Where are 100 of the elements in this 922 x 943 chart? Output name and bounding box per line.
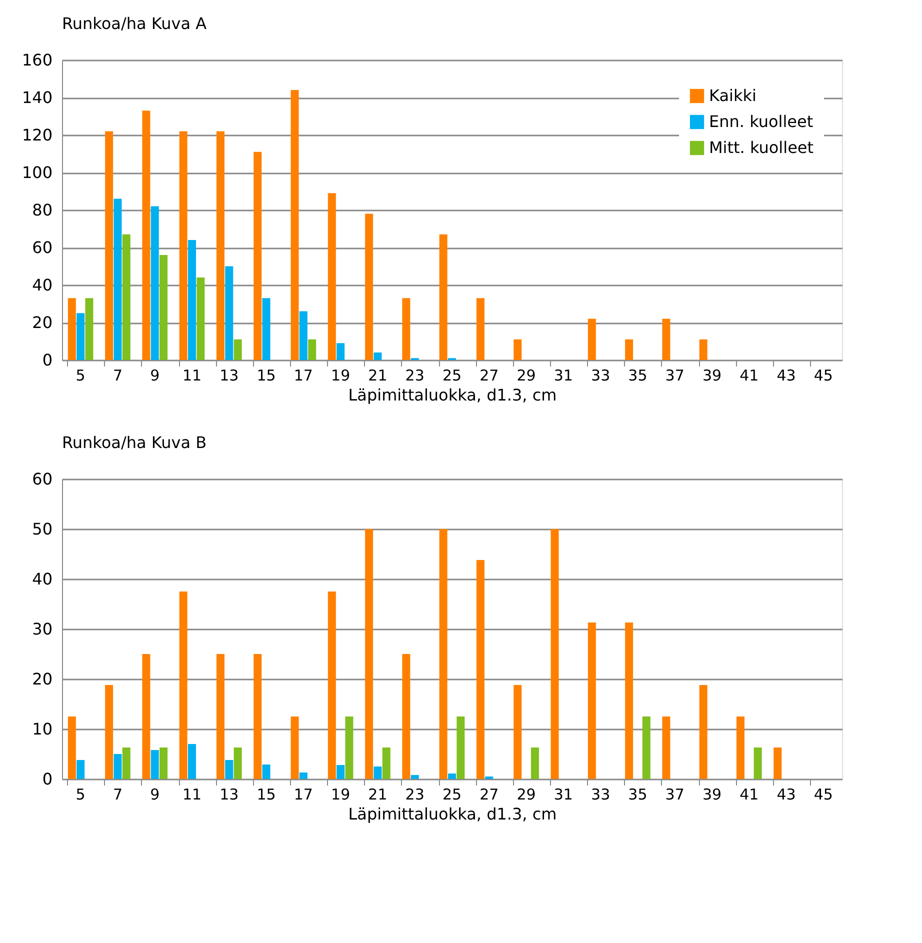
bar xyxy=(234,339,242,360)
x-tick-label: 39 xyxy=(702,366,722,384)
bar xyxy=(188,240,196,360)
x-axis-title: Läpimittaluokka, d1.3, cm xyxy=(348,386,557,404)
y-tick-label: 40 xyxy=(32,570,52,588)
bar xyxy=(439,529,448,779)
bar xyxy=(105,131,114,360)
bar xyxy=(262,298,270,360)
x-tick-label: 21 xyxy=(368,366,388,384)
x-tick-label: 17 xyxy=(294,366,313,384)
y-tick-label: 140 xyxy=(22,88,52,107)
y-tick-label: 60 xyxy=(32,470,52,488)
bar xyxy=(514,339,522,360)
bar xyxy=(299,311,308,360)
bar xyxy=(150,206,159,360)
legend-label: Kaikki xyxy=(709,86,756,105)
x-tick-label: 25 xyxy=(442,786,462,804)
x-tick-label: 27 xyxy=(480,366,499,384)
bar xyxy=(179,592,188,779)
bar xyxy=(290,90,299,360)
bar xyxy=(160,255,168,360)
x-tick-label: 23 xyxy=(405,366,424,384)
bar xyxy=(382,748,390,779)
bar xyxy=(754,748,762,779)
x-tick-label: 35 xyxy=(628,786,648,804)
x-tick-label: 19 xyxy=(331,786,350,804)
bar xyxy=(254,152,262,360)
x-tick-label: 9 xyxy=(150,786,160,804)
bar xyxy=(122,234,130,360)
x-tick-label: 33 xyxy=(591,786,610,804)
bar xyxy=(234,748,242,779)
bar xyxy=(225,266,234,360)
bar xyxy=(150,750,159,779)
bar xyxy=(114,754,122,779)
bar xyxy=(142,110,150,360)
bar xyxy=(550,529,559,779)
y-tick-label: 0 xyxy=(42,770,52,788)
y-tick-label: 20 xyxy=(32,313,52,332)
bar xyxy=(105,685,114,779)
bar xyxy=(308,339,316,360)
x-tick-label: 5 xyxy=(76,786,86,804)
x-tick-label: 29 xyxy=(516,366,536,384)
x-tick-label: 15 xyxy=(256,366,276,384)
bar xyxy=(336,343,345,360)
y-tick-label: 40 xyxy=(32,276,52,294)
x-tick-label: 43 xyxy=(776,786,796,804)
bar xyxy=(662,716,670,779)
bar xyxy=(336,765,345,779)
bar xyxy=(514,685,522,779)
bar xyxy=(439,234,448,360)
x-tick-label: 13 xyxy=(220,366,239,384)
bar xyxy=(662,318,670,360)
bar xyxy=(402,298,410,360)
x-tick-label: 17 xyxy=(294,786,313,804)
bar xyxy=(345,716,354,779)
x-tick-label: 45 xyxy=(814,366,833,384)
bar xyxy=(448,774,456,779)
bar xyxy=(122,748,130,779)
y-tick-label: 60 xyxy=(32,238,52,257)
y-tick-label: 120 xyxy=(22,126,52,144)
bar xyxy=(290,716,299,779)
x-tick-label: 29 xyxy=(516,786,536,804)
x-tick-label: 9 xyxy=(150,366,160,384)
x-tick-label: 31 xyxy=(554,786,573,804)
bar xyxy=(365,529,374,779)
y-tick-label: 100 xyxy=(22,163,52,182)
bar xyxy=(642,716,650,779)
bar xyxy=(530,748,539,779)
x-tick-label: 37 xyxy=(665,366,684,384)
bar xyxy=(774,748,782,779)
bar xyxy=(699,339,708,360)
bar xyxy=(160,748,168,779)
y-tick-label: 160 xyxy=(22,50,52,70)
y-tick-label: 0 xyxy=(42,350,52,370)
x-tick-label: 37 xyxy=(665,786,684,804)
y-tick-label: 30 xyxy=(32,620,52,638)
bar xyxy=(68,716,76,779)
chart-title: Runkoa/ha Kuva B xyxy=(62,433,207,452)
y-tick-label: 10 xyxy=(32,720,52,738)
x-tick-label: 27 xyxy=(480,786,499,804)
bar xyxy=(476,298,484,360)
bar xyxy=(188,744,196,779)
bar xyxy=(142,654,150,779)
bar xyxy=(299,772,308,779)
bar xyxy=(365,214,374,360)
x-tick-label: 39 xyxy=(702,786,722,804)
y-tick-label: 20 xyxy=(32,670,52,688)
bar xyxy=(374,352,382,360)
x-tick-label: 11 xyxy=(182,366,202,384)
x-tick-label: 25 xyxy=(442,366,462,384)
bar xyxy=(588,622,596,779)
bar xyxy=(328,592,336,779)
x-tick-label: 13 xyxy=(220,786,239,804)
bar xyxy=(625,622,634,779)
bar xyxy=(456,716,465,779)
x-tick-label: 15 xyxy=(256,786,276,804)
bar xyxy=(216,131,224,360)
bar xyxy=(114,198,122,360)
x-tick-label: 43 xyxy=(776,366,796,384)
x-axis-title: Läpimittaluokka, d1.3, cm xyxy=(348,804,557,824)
